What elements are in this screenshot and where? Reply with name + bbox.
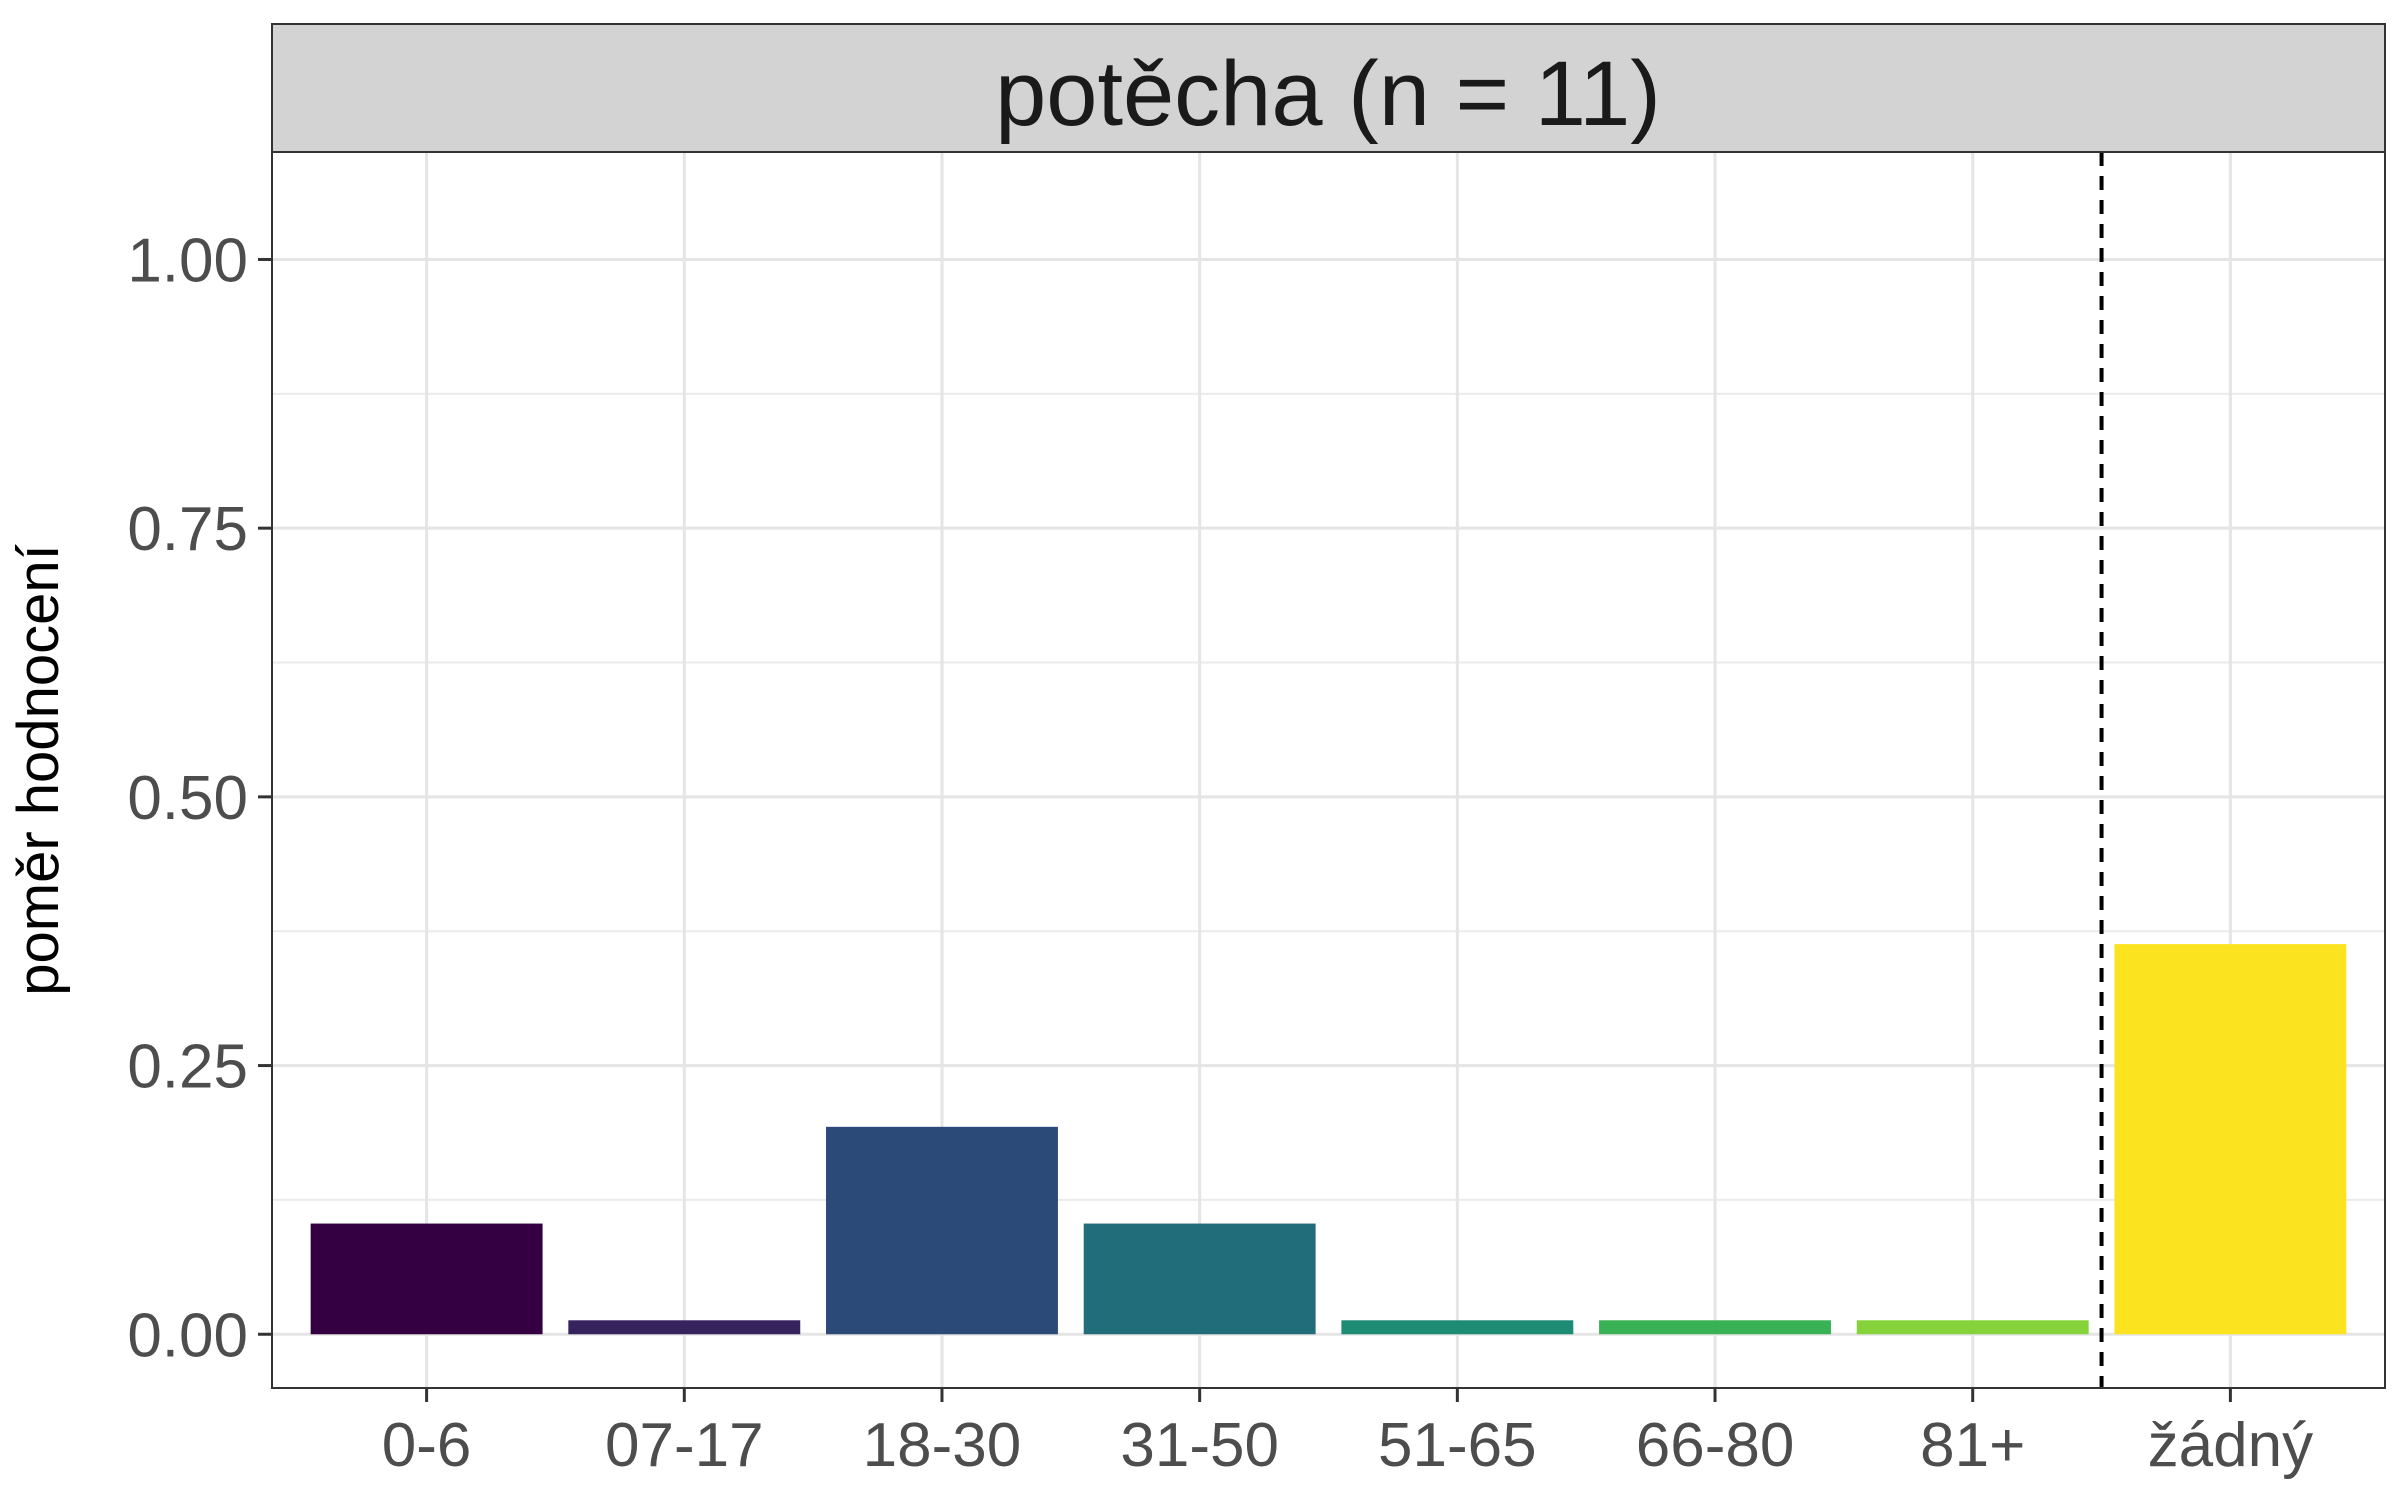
bars	[310, 944, 2347, 1335]
y-axis-title: poměr hodnocení	[6, 544, 71, 995]
facet-title: potěcha (n = 11)	[995, 43, 1661, 145]
y-tick-label: 0.75	[127, 495, 248, 564]
bar-0-6	[310, 1223, 543, 1335]
x-tick-label: 18-30	[863, 1411, 1022, 1480]
bar-66-80	[1599, 1320, 1831, 1335]
x-axis: 0-6 07-17 18-30 31-50 51-65 66-80 81+ žádný	[382, 1388, 2313, 1480]
x-tick-label: 0-6	[382, 1411, 472, 1480]
x-tick-label: 51-65	[1378, 1411, 1537, 1480]
bar-07-17	[568, 1320, 801, 1335]
bar-31-50	[1083, 1223, 1316, 1335]
x-tick-label: 81+	[1920, 1411, 2025, 1480]
y-axis: 0.00 0.25 0.50 0.75 1.00	[127, 226, 272, 1370]
y-tick-label: 0.25	[127, 1033, 248, 1102]
bar-18-30	[826, 1126, 1058, 1335]
x-tick-label: 07-17	[605, 1411, 764, 1480]
bar-žádný	[2114, 944, 2347, 1335]
y-tick-label: 0.50	[127, 764, 248, 833]
y-tick-label: 0.00	[127, 1301, 248, 1370]
x-tick-label: 31-50	[1120, 1411, 1279, 1480]
gridlines	[272, 152, 2385, 1388]
bar-81+	[1856, 1320, 2089, 1335]
plot-panel	[272, 152, 2385, 1388]
facet-strip	[271, 23, 2386, 153]
y-tick-label: 1.00	[127, 226, 248, 295]
bar-51-65	[1341, 1320, 1574, 1335]
x-tick-label: 66-80	[1636, 1411, 1795, 1480]
plot-border	[271, 151, 2386, 1389]
x-tick-label: žádný	[2148, 1411, 2313, 1480]
